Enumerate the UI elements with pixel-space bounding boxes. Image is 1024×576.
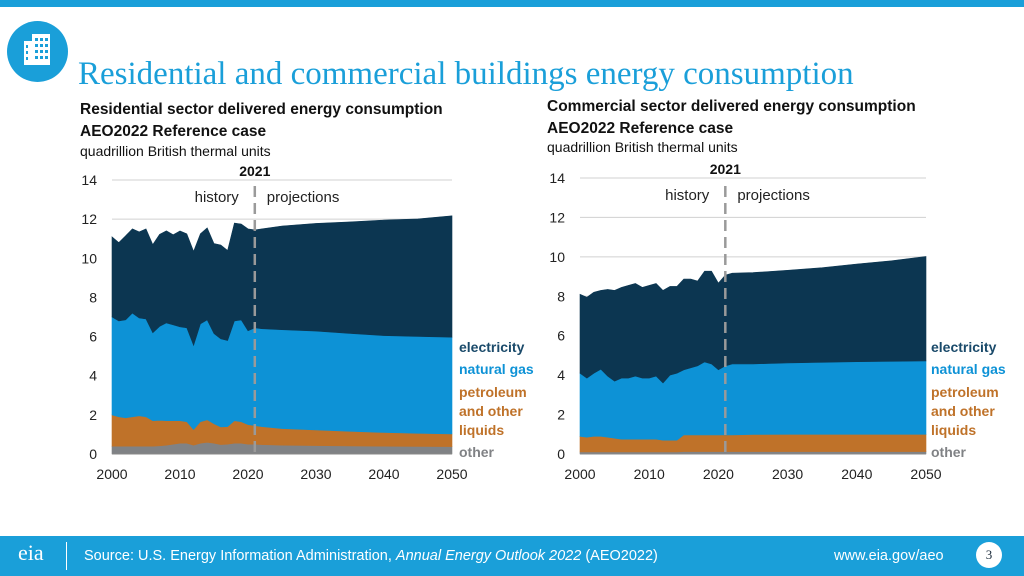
commercial-title-line1: Commercial sector delivered energy consu… [547, 98, 916, 115]
buildings-icon [7, 21, 68, 82]
commercial-units: quadrillion British thermal units [547, 139, 738, 155]
commercial-x-tick-label: 2040 [841, 466, 872, 482]
commercial-divider-year: 2021 [710, 161, 741, 177]
commercial-y-tick-label: 4 [557, 367, 565, 383]
commercial-y-tick-label: 12 [549, 209, 565, 225]
commercial-y-tick-label: 14 [549, 170, 565, 186]
commercial-legend-electricity: electricity [931, 339, 997, 355]
residential-divider-year: 2021 [239, 163, 270, 179]
residential-x-tick-label: 2020 [232, 466, 263, 482]
commercial-y-tick-label: 2 [557, 407, 565, 423]
residential-x-tick-label: 2010 [164, 466, 195, 482]
commercial-y-tick-label: 0 [557, 446, 565, 462]
page-title: Residential and commercial buildings ene… [78, 56, 854, 92]
residential-x-tick-label: 2030 [300, 466, 331, 482]
residential-legend-other: other [459, 444, 495, 460]
source-publication: Annual Energy Outlook 2022 [395, 548, 582, 564]
residential-legend-natural-gas: natural gas [459, 361, 534, 377]
residential-history-label: history [195, 189, 240, 206]
residential-x-tick-label: 2050 [436, 466, 467, 482]
commercial-y-tick-label: 6 [557, 328, 565, 344]
commercial-x-tick-label: 2000 [564, 466, 595, 482]
eia-url-link[interactable]: www.eia.gov/aeo [834, 548, 944, 564]
residential-projections-label: projections [267, 189, 340, 206]
residential-y-tick-label: 2 [89, 407, 97, 423]
commercial-title-line2: AEO2022 Reference case [547, 120, 734, 137]
commercial-legend-petroleum: petroleum [931, 384, 999, 400]
source-prefix: Source: U.S. Energy Information Administ… [84, 548, 396, 564]
residential-units: quadrillion British thermal units [80, 143, 271, 159]
residential-title-line2: AEO2022 Reference case [80, 123, 267, 140]
commercial-legend-petroleum: and other [931, 403, 995, 419]
residential-area-electricity [111, 215, 453, 347]
residential-y-tick-label: 0 [89, 446, 97, 462]
eia-logo: eia [18, 540, 44, 565]
residential-legend-electricity: electricity [459, 339, 525, 355]
residential-y-tick-label: 6 [89, 329, 97, 345]
footer-bar: eia Source: U.S. Energy Information Admi… [0, 536, 1024, 576]
residential-legend-petroleum: petroleum [459, 384, 527, 400]
commercial-x-tick-label: 2050 [910, 466, 941, 482]
commercial-chart-title: Commercial sector delivered energy consu… [547, 96, 916, 140]
commercial-history-label: history [665, 187, 710, 204]
commercial-legend-other: other [931, 444, 967, 460]
residential-title-line1: Residential sector delivered energy cons… [80, 101, 443, 118]
footer-divider [66, 542, 67, 570]
residential-y-tick-label: 8 [89, 289, 97, 305]
commercial-x-tick-label: 2020 [703, 466, 734, 482]
commercial-legend-petroleum: liquids [931, 422, 976, 438]
top-accent-bar [0, 0, 1024, 7]
residential-legend-petroleum: and other [459, 403, 523, 419]
commercial-area-electricity [579, 256, 927, 384]
commercial-y-tick-label: 10 [549, 249, 565, 265]
commercial-x-tick-label: 2030 [772, 466, 803, 482]
source-suffix: (AEO2022) [581, 548, 658, 564]
residential-chart-title: Residential sector delivered energy cons… [80, 99, 443, 143]
commercial-legend-natural-gas: natural gas [931, 361, 1006, 377]
commercial-y-tick-label: 8 [557, 288, 565, 304]
commercial-projections-label: projections [737, 187, 810, 204]
page-number: 3 [976, 542, 1002, 568]
residential-legend-petroleum: liquids [459, 422, 504, 438]
residential-y-tick-label: 14 [81, 172, 97, 188]
residential-x-tick-label: 2040 [368, 466, 399, 482]
commercial-x-tick-label: 2010 [634, 466, 665, 482]
source-text: Source: U.S. Energy Information Administ… [84, 548, 658, 564]
residential-x-tick-label: 2000 [96, 466, 127, 482]
residential-y-tick-label: 10 [81, 250, 97, 266]
residential-y-tick-label: 12 [81, 211, 97, 227]
residential-y-tick-label: 4 [89, 368, 97, 384]
